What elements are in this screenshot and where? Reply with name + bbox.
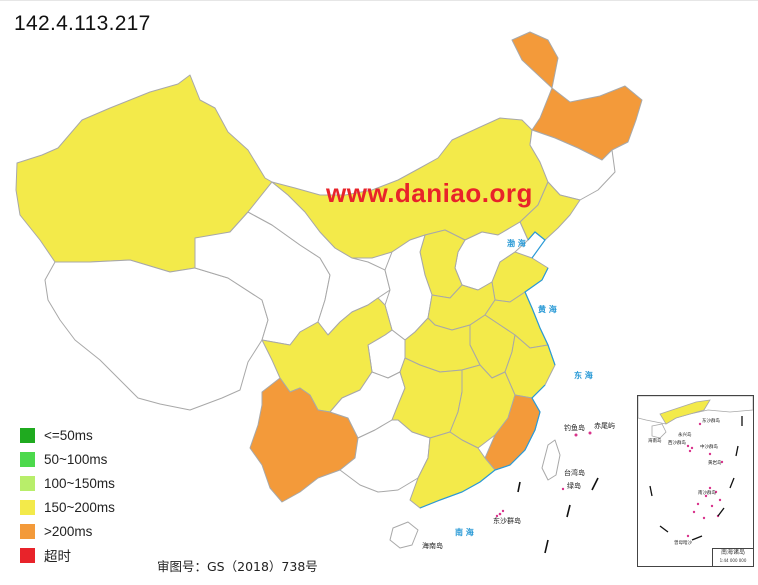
label-bohai: 渤 海 bbox=[507, 238, 526, 248]
inset-label-huangyan: 黄岩岛 bbox=[708, 459, 722, 466]
legend-item-lte50: <=50ms bbox=[20, 423, 115, 447]
inset-label-xisha: 西沙群岛 bbox=[668, 439, 686, 446]
region-heilongjiang bbox=[511, 31, 643, 161]
top-divider bbox=[0, 0, 758, 5]
legend-label: 超时 bbox=[44, 549, 71, 564]
legend-label: >200ms bbox=[44, 523, 93, 539]
map-approval-number: 审图号：GS（2018）738号 bbox=[157, 559, 318, 574]
legend-label: 50~100ms bbox=[44, 451, 108, 467]
legend-swatch bbox=[20, 451, 35, 467]
label-diaoyu: 钓鱼岛 bbox=[564, 423, 585, 432]
legend-item-150-200: 150~200ms bbox=[20, 495, 115, 519]
label-taiwan: 台湾岛 bbox=[564, 468, 585, 477]
label-chiwei: 赤尾屿 bbox=[594, 421, 615, 430]
inset-label-yongxing: 永兴岛 bbox=[678, 431, 692, 438]
legend-swatch bbox=[20, 523, 35, 539]
south-china-sea-inset: 东沙群岛 西沙群岛 永兴岛 中沙群岛 黄岩岛 南沙群岛 曾母暗沙 海南岛 南海诸… bbox=[637, 395, 754, 567]
latency-legend: <=50ms 50~100ms 100~150ms 150~200ms >200… bbox=[20, 423, 115, 567]
inset-label-hainan: 海南岛 bbox=[648, 437, 662, 444]
legend-label: <=50ms bbox=[44, 427, 93, 443]
region-tibet bbox=[44, 259, 269, 411]
inset-caption: 南海诸岛 1:44 000 000 bbox=[712, 548, 753, 566]
label-nanhai: 南 海 bbox=[455, 527, 474, 537]
inset-label-zengmu: 曾母暗沙 bbox=[674, 539, 692, 546]
legend-swatch bbox=[20, 475, 35, 491]
watermark-text: www.daniao.org bbox=[326, 178, 533, 208]
legend-item-50-100: 50~100ms bbox=[20, 447, 115, 471]
legend-swatch bbox=[20, 499, 35, 515]
region-taiwan bbox=[541, 439, 561, 481]
region-guangxi bbox=[339, 419, 431, 493]
inset-label-dongsha: 东沙群岛 bbox=[702, 417, 720, 424]
legend-label: 100~150ms bbox=[44, 475, 115, 491]
label-dongsha: 东沙群岛 bbox=[493, 516, 521, 525]
legend-item-100-150: 100~150ms bbox=[20, 471, 115, 495]
label-hainan: 海南岛 bbox=[422, 541, 443, 550]
region-hainan bbox=[389, 521, 419, 549]
legend-label: 150~200ms bbox=[44, 499, 115, 515]
legend-swatch bbox=[20, 427, 35, 443]
inset-svg: 东沙群岛 西沙群岛 永兴岛 中沙群岛 黄岩岛 南沙群岛 曾母暗沙 海南岛 bbox=[638, 396, 753, 546]
legend-item-timeout: 超时 bbox=[20, 543, 115, 567]
label-huanghai: 黄 海 bbox=[538, 304, 557, 314]
region-jilin bbox=[529, 129, 616, 201]
label-lvdao: 绿岛 bbox=[567, 481, 581, 490]
label-donghai: 东 海 bbox=[574, 370, 593, 380]
legend-item-gt200: >200ms bbox=[20, 519, 115, 543]
page-title: 142.4.113.217 bbox=[14, 12, 151, 35]
inset-caption-title: 南海诸岛 bbox=[720, 549, 745, 556]
inset-label-nansha: 南沙群岛 bbox=[698, 489, 716, 496]
legend-swatch bbox=[20, 547, 35, 563]
inset-caption-scale: 1:44 000 000 bbox=[719, 558, 747, 563]
inset-label-zhongsha: 中沙群岛 bbox=[700, 443, 718, 450]
